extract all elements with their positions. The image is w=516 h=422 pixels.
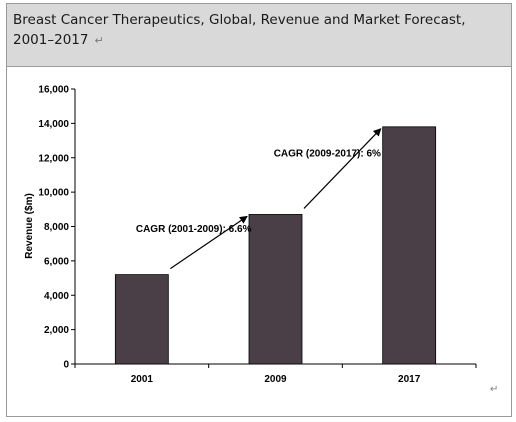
y-tick-label: 10,000 <box>38 188 69 199</box>
cagr-label: CAGR (2001-2009): 6.6% <box>136 224 252 235</box>
y-tick-label: 2,000 <box>44 325 69 336</box>
paragraph-end-mark-icon: ↵ <box>490 384 499 395</box>
y-tick-label: 14,000 <box>38 119 69 130</box>
y-axis-title: Revenue ($m) <box>24 193 35 259</box>
y-tick-label: 0 <box>63 360 69 371</box>
cagr-label: CAGR (2009-2017): 6% <box>274 149 381 160</box>
y-tick-label: 12,000 <box>38 153 69 164</box>
cagr-arrow <box>303 128 382 209</box>
chart-annotations: CAGR (2001-2009): 6.6% CAGR (2009-2017): … <box>136 128 382 270</box>
bar-2009 <box>248 214 303 365</box>
y-tick-label: 4,000 <box>44 291 69 302</box>
y-tick-label: 8,000 <box>44 222 69 233</box>
chart-title-text: Breast Cancer Therapeutics, Global, Reve… <box>13 12 466 48</box>
chart-bars: 2001 2009 2017 <box>114 126 437 385</box>
cagr-arrow <box>169 215 248 270</box>
title-bar: Breast Cancer Therapeutics, Global, Reve… <box>7 4 511 67</box>
y-tick-label: 16,000 <box>38 85 69 96</box>
chart-title: Breast Cancer Therapeutics, Global, Reve… <box>13 10 503 51</box>
y-tick-label: 6,000 <box>44 256 69 267</box>
bar-2017 <box>382 126 437 365</box>
x-tick-label: 2009 <box>264 374 287 385</box>
x-tick-label: 2017 <box>398 374 421 385</box>
x-tick-label: 2001 <box>131 374 154 385</box>
bar-2001 <box>114 274 169 365</box>
paragraph-mark-icon: ↵ <box>94 34 104 47</box>
